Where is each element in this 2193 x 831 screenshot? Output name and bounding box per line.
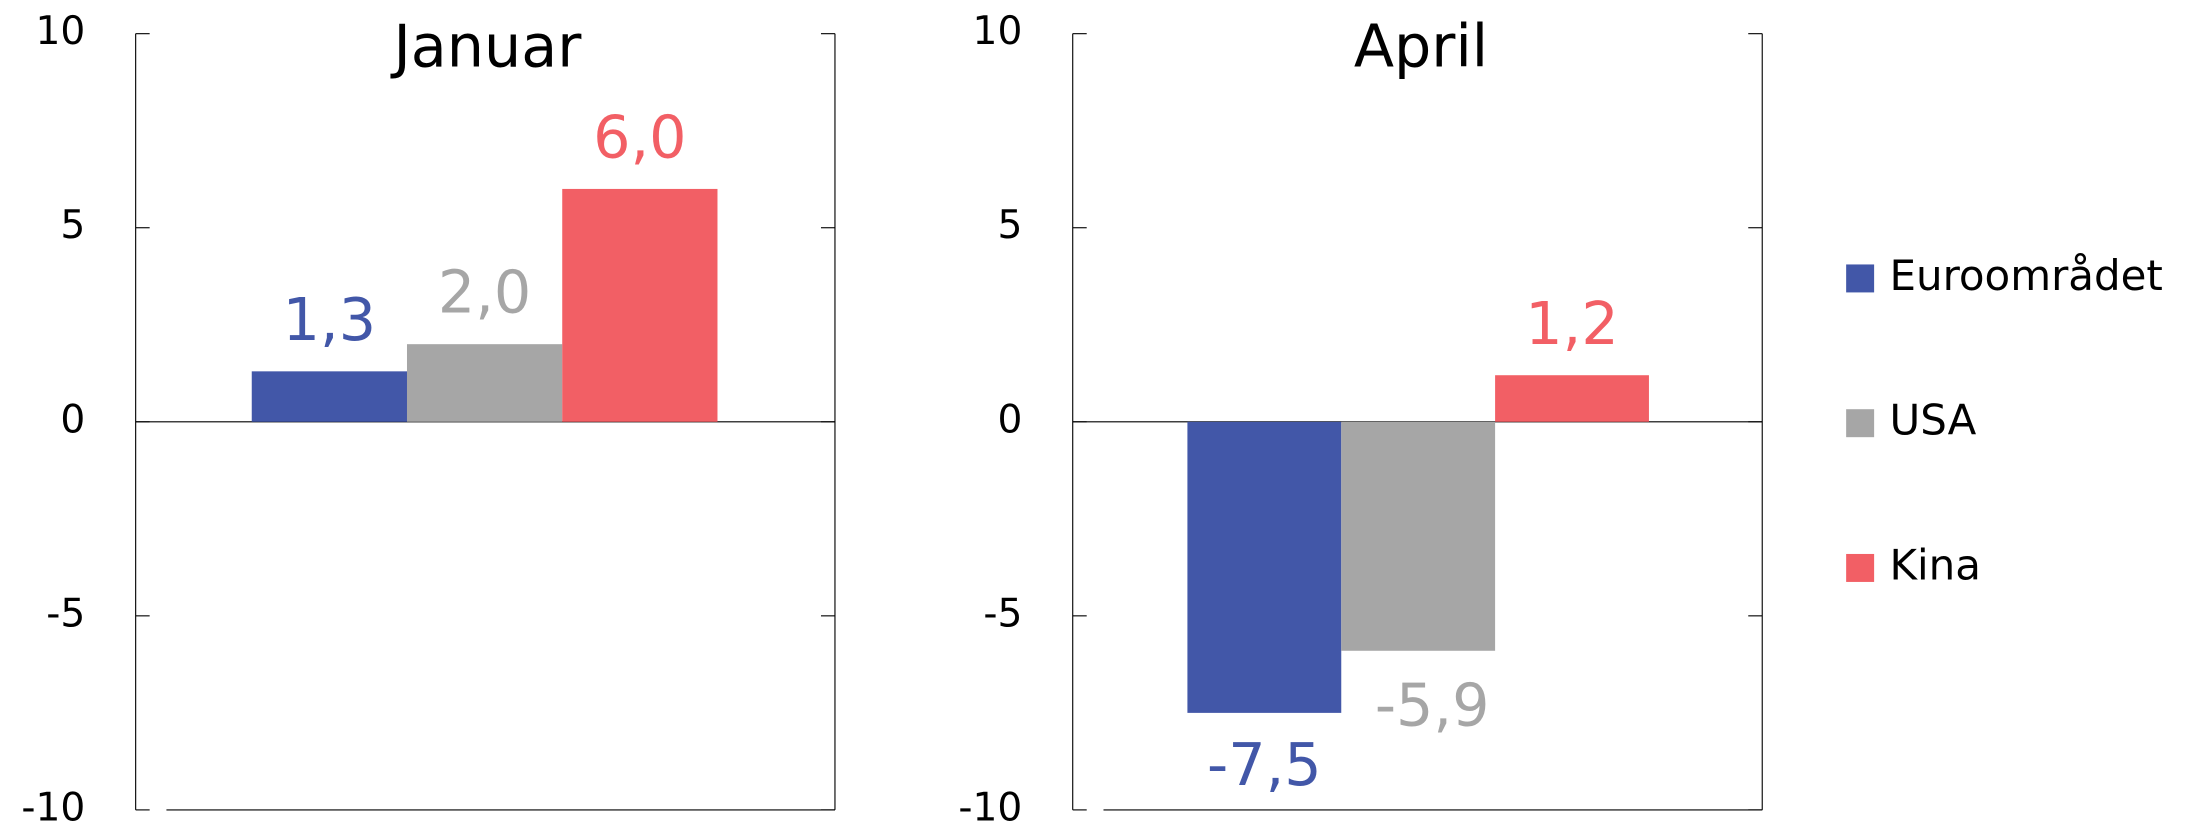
panel-title: April (1354, 12, 1488, 81)
bar (1495, 375, 1649, 422)
legend-swatch (1846, 553, 1875, 582)
y-tick-label: 5 (60, 203, 85, 248)
value-label: -5,9 (1375, 671, 1490, 740)
bar (562, 188, 718, 422)
legend-label: Euroområdet (1890, 251, 2163, 300)
y-tick-label: -10 (958, 785, 1022, 830)
y-tick-label: 0 (997, 397, 1022, 442)
panel-title: Januar (389, 12, 582, 81)
y-tick-label: -10 (21, 785, 85, 830)
value-label: -7,5 (1207, 730, 1322, 799)
y-tick-label: 0 (60, 397, 85, 442)
y-tick-label: 10 (973, 9, 1023, 54)
value-label: 2,0 (438, 258, 531, 327)
legend-label: Kina (1890, 540, 1981, 589)
y-tick-label: -5 (983, 591, 1022, 636)
bar (1341, 421, 1496, 651)
legend-label: USA (1890, 396, 1977, 445)
legend-swatch (1846, 409, 1875, 438)
bar (406, 344, 563, 422)
y-tick-label: -5 (46, 591, 85, 636)
value-label: 6,0 (593, 102, 686, 171)
value-label: 1,2 (1525, 289, 1618, 358)
bar (251, 371, 407, 422)
y-tick-label: 10 (35, 9, 85, 54)
y-tick-label: 5 (997, 203, 1022, 248)
legend-swatch (1846, 264, 1875, 293)
value-label: 1,3 (283, 285, 376, 354)
bar (1187, 421, 1342, 713)
